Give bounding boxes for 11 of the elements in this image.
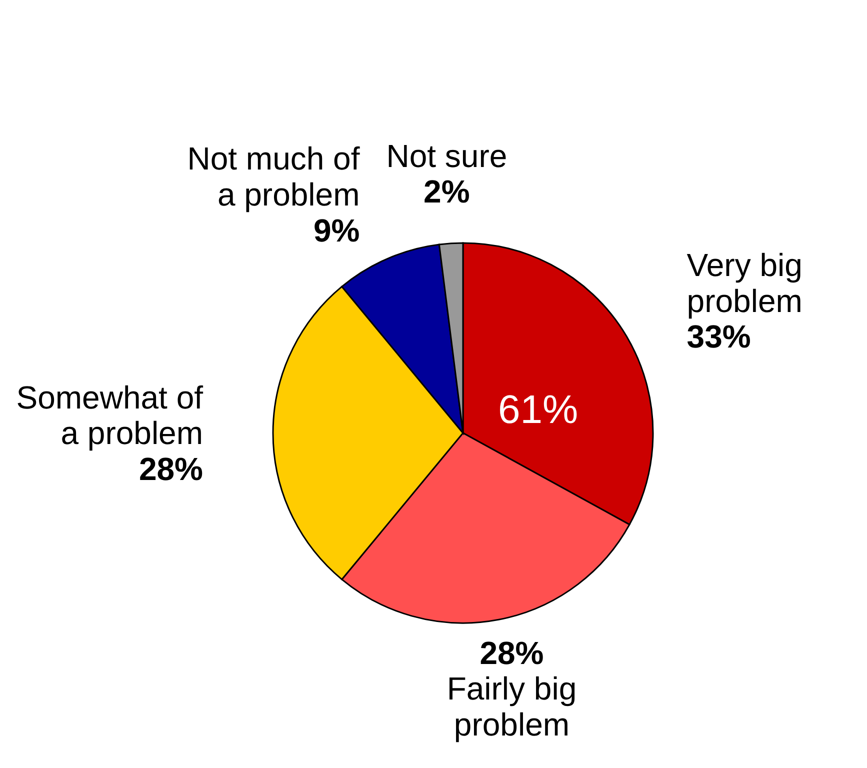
text: 61% (498, 388, 578, 433)
data-label: 33% (686, 318, 751, 355)
slice-label: Not much of a problem (187, 140, 360, 213)
data-label: 9% (313, 212, 360, 248)
slice-label: Very big problem (686, 247, 802, 319)
data-label: 28% (138, 451, 203, 488)
slice-label: Somewhat of a problem (16, 379, 204, 452)
data-label: 2% (424, 174, 470, 210)
slice-label: Not sure (386, 138, 508, 174)
data-label: 28% (480, 634, 544, 671)
slice-label: Fairly big problem (446, 670, 577, 742)
